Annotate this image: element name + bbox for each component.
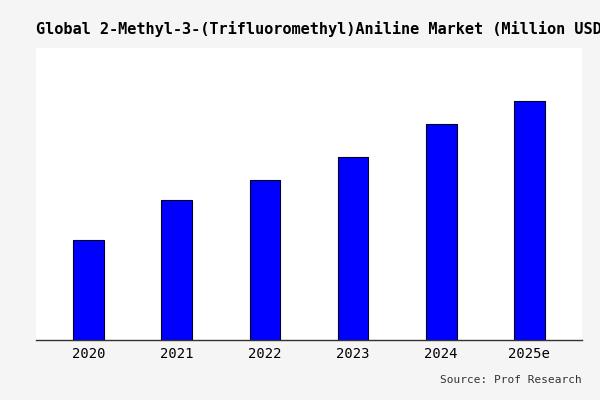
Text: Source: Prof Research: Source: Prof Research	[440, 375, 582, 385]
Bar	[73, 240, 104, 340]
Bar	[425, 124, 457, 340]
Bar	[250, 180, 280, 340]
Text: Global 2-Methyl-3-(Trifluoromethyl)Aniline Market (Million USD): Global 2-Methyl-3-(Trifluoromethyl)Anili…	[36, 21, 600, 37]
Bar	[338, 157, 368, 340]
Bar	[514, 101, 545, 340]
Bar	[161, 200, 193, 340]
